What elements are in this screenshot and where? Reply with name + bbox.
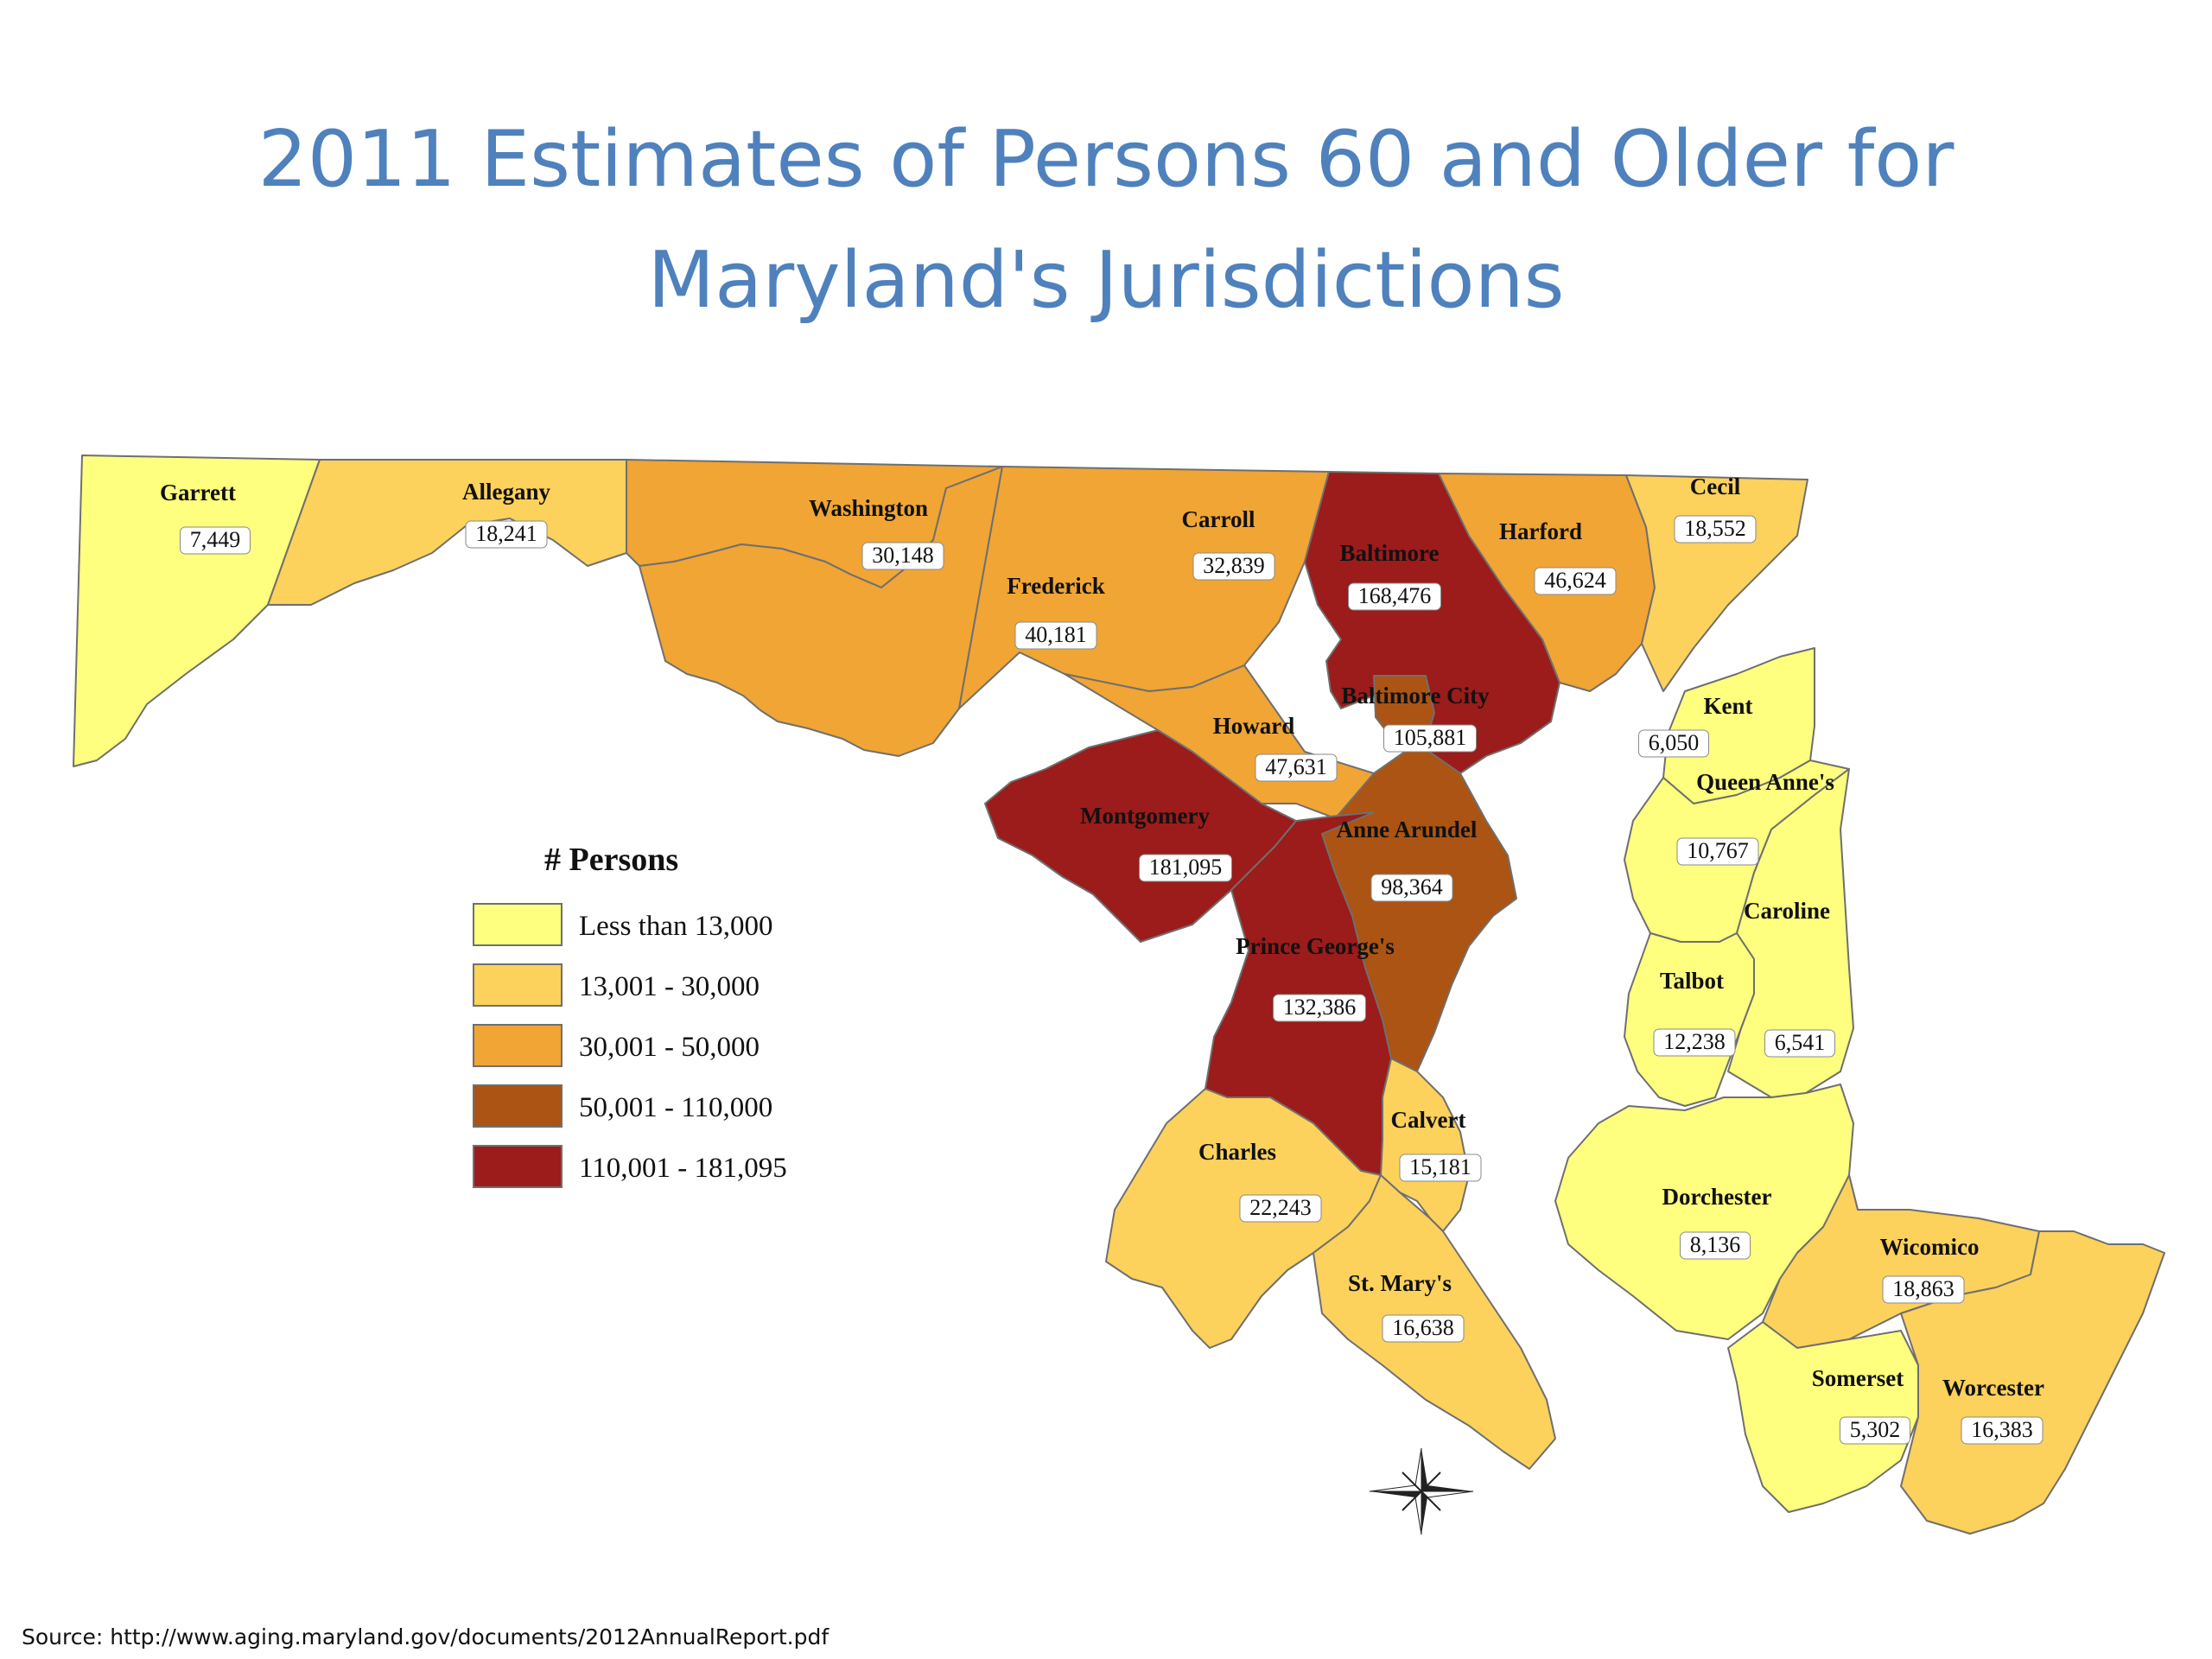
county-value-charles: 22,243 xyxy=(1249,1195,1312,1220)
county-name-wicomico: Wicomico xyxy=(1880,1234,1980,1260)
map-legend: # Persons Less than 13,000 13,001 - 30,000… xyxy=(473,842,787,1188)
county-value-carroll: 32,839 xyxy=(1203,553,1265,578)
county-name-cecil: Cecil xyxy=(1690,474,1741,499)
county-value-dorchester: 8,136 xyxy=(1690,1232,1741,1257)
title-line-2: Maryland's Jurisdictions xyxy=(647,235,1565,326)
county-value-box-anne-arundel xyxy=(1370,874,1453,902)
county-name-montgomery: Montgomery xyxy=(1080,803,1210,829)
county-value-washington: 30,148 xyxy=(872,543,934,568)
county-value-cecil: 18,552 xyxy=(1684,516,1746,541)
county-frederick xyxy=(639,466,1003,757)
legend-swatch-5 xyxy=(473,1145,563,1188)
county-value-caroline: 6,541 xyxy=(1775,1030,1826,1055)
compass-rose-icon xyxy=(1369,1447,1474,1535)
county-value-box-montgomery xyxy=(1139,854,1232,882)
county-value-baltimore-city: 105,881 xyxy=(1394,725,1467,750)
county-name-calvert: Calvert xyxy=(1391,1107,1466,1133)
county-value-queen-anne-s: 10,767 xyxy=(1687,838,1749,863)
county-value-box-caroline xyxy=(1764,1029,1835,1058)
county-name-talbot: Talbot xyxy=(1660,968,1724,994)
county-value-box-carroll xyxy=(1192,552,1275,581)
slide-title: 2011 Estimates of Persons 60 and Older f… xyxy=(0,99,2212,341)
county-value-worcester: 16,383 xyxy=(1971,1417,2033,1442)
legend-swatch-4 xyxy=(473,1084,563,1128)
county-value-montgomery: 181,095 xyxy=(1149,855,1223,880)
county-value-somerset: 5,302 xyxy=(1850,1417,1901,1442)
legend-label-5: 110,001 - 181,095 xyxy=(579,1153,787,1184)
county-talbot xyxy=(1624,932,1755,1107)
county-value-box-howard xyxy=(1255,753,1338,782)
county-name-carroll: Carroll xyxy=(1182,506,1255,532)
county-value-howard: 47,631 xyxy=(1265,754,1327,779)
legend-label-2: 13,001 - 30,000 xyxy=(579,971,760,1002)
legend-title: # Persons xyxy=(544,842,678,878)
legend-swatch-3 xyxy=(473,1024,563,1067)
county-value-box-baltimore xyxy=(1348,582,1441,611)
county-value-box-baltimore-city xyxy=(1383,724,1477,753)
county-value-box-queen-anne-s xyxy=(1676,837,1759,866)
source-citation: Source: http://www.aging.maryland.gov/do… xyxy=(22,1624,830,1649)
county-name-baltimore: Baltimore xyxy=(1340,540,1440,566)
title-line-1: 2011 Estimates of Persons 60 and Older f… xyxy=(257,114,1955,205)
county-somerset xyxy=(1727,1321,1919,1513)
county-name-dorchester: Dorchester xyxy=(1662,1184,1772,1210)
county-value-box-charles xyxy=(1239,1194,1322,1223)
county-value-box-worcester xyxy=(1961,1416,2044,1445)
county-value-box-wicomico xyxy=(1882,1275,1965,1304)
county-name-charles: Charles xyxy=(1198,1139,1276,1165)
county-value-box-prince-george-s xyxy=(1273,994,1366,1022)
county-value-harford: 46,624 xyxy=(1544,568,1606,593)
county-value-box-calvert xyxy=(1399,1154,1482,1182)
county-value-box-harford xyxy=(1534,567,1617,595)
county-value-baltimore: 168,476 xyxy=(1358,583,1432,608)
county-name-harford: Harford xyxy=(1499,518,1582,544)
legend-label-4: 50,001 - 110,000 xyxy=(579,1092,772,1123)
county-name-allegany: Allegany xyxy=(462,479,551,505)
county-value-wicomico: 18,863 xyxy=(1892,1276,1955,1301)
county-labels: Garrett 7,449 Allegany 18,241 Washington 30,1… xyxy=(160,474,2044,1445)
county-value-anne-arundel: 98,364 xyxy=(1381,874,1443,899)
county-value-box-st-mary-s xyxy=(1382,1314,1465,1343)
county-name-baltimore-city: Baltimore City xyxy=(1341,683,1490,709)
county-value-box-garrett xyxy=(180,526,251,555)
county-name-caroline: Caroline xyxy=(1744,898,1830,924)
county-name-somerset: Somerset xyxy=(1812,1365,1904,1391)
county-name-kent: Kent xyxy=(1704,693,1753,719)
county-value-talbot: 12,238 xyxy=(1663,1029,1726,1054)
county-name-washington: Washington xyxy=(809,495,928,521)
county-value-box-talbot xyxy=(1653,1028,1736,1057)
county-value-box-dorchester xyxy=(1680,1231,1751,1260)
county-cecil xyxy=(1625,474,1808,692)
county-value-box-washington xyxy=(861,542,944,570)
county-name-frederick: Frederick xyxy=(1007,573,1104,599)
county-name-queen-anne-s: Queen Anne's xyxy=(1696,769,1834,795)
legend-swatch-1 xyxy=(473,903,563,946)
county-value-box-kent xyxy=(1638,729,1709,758)
county-value-box-somerset xyxy=(1840,1416,1910,1445)
legend-label-3: 30,001 - 50,000 xyxy=(579,1032,760,1063)
county-allegany xyxy=(267,459,627,606)
legend-swatch-2 xyxy=(473,963,563,1007)
county-name-howard: Howard xyxy=(1213,713,1295,739)
county-value-st-mary-s: 16,638 xyxy=(1392,1315,1454,1340)
county-name-st-mary-s: St. Mary's xyxy=(1348,1270,1452,1296)
county-value-prince-george-s: 132,386 xyxy=(1283,995,1357,1020)
county-value-box-cecil xyxy=(1674,515,1757,543)
county-value-box-allegany xyxy=(465,520,548,549)
county-name-anne-arundel: Anne Arundel xyxy=(1337,817,1478,842)
county-value-frederick: 40,181 xyxy=(1025,622,1087,647)
county-name-worcester: Worcester xyxy=(1942,1375,2044,1401)
county-value-box-frederick xyxy=(1014,621,1097,650)
legend-label-1: Less than 13,000 xyxy=(579,911,773,942)
county-value-calvert: 15,181 xyxy=(1409,1154,1471,1179)
county-name-garrett: Garrett xyxy=(160,480,236,505)
county-worcester xyxy=(1900,1230,2165,1535)
county-name-prince-george-s: Prince George's xyxy=(1236,933,1395,959)
county-montgomery xyxy=(984,729,1297,943)
county-value-kent: 6,050 xyxy=(1649,730,1700,755)
county-value-allegany: 18,241 xyxy=(475,521,537,546)
county-value-garrett: 7,449 xyxy=(190,527,241,552)
